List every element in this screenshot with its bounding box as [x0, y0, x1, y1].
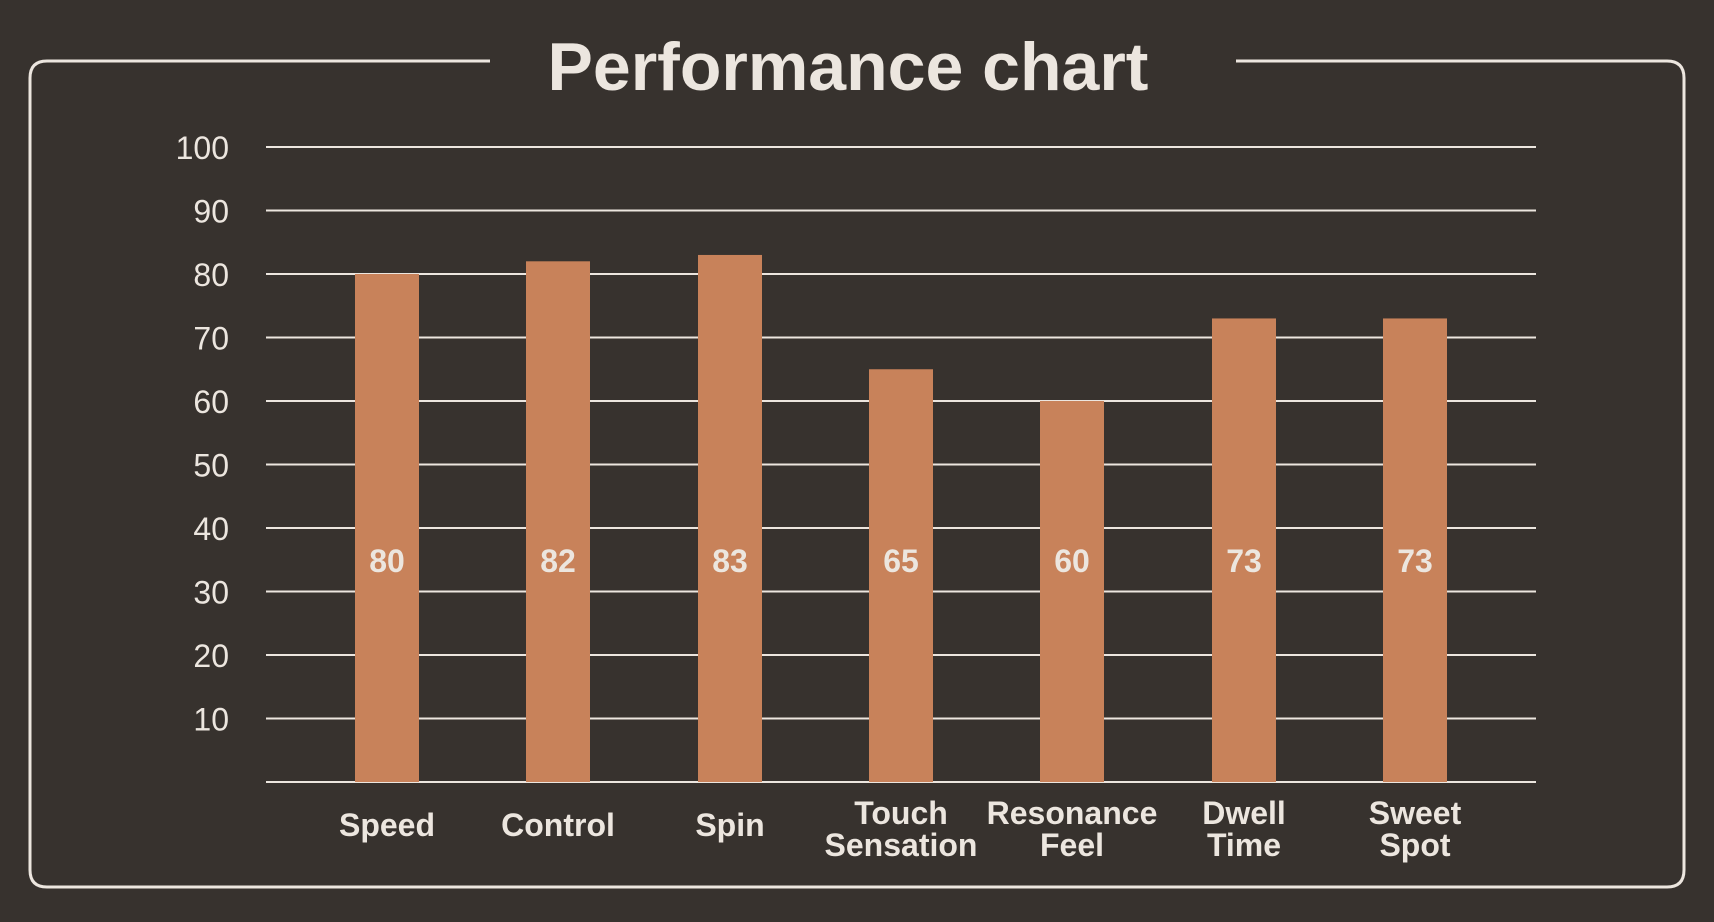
chart-frame: [28, 59, 1686, 889]
bar-value-label: 60: [1054, 543, 1090, 579]
bar-value-label: 65: [883, 543, 919, 579]
x-category-label: Sweet: [1369, 795, 1462, 831]
bar: [1212, 318, 1276, 782]
bar-value-label: 73: [1397, 543, 1433, 579]
x-category-label: Resonance: [987, 795, 1158, 831]
bar-value-label: 82: [540, 543, 576, 579]
bars: [355, 254, 1447, 782]
x-category-label: Sensation: [825, 827, 978, 863]
x-category-label: Touch: [854, 795, 948, 831]
bar: [869, 369, 933, 782]
bar-value-label: 73: [1226, 543, 1262, 579]
y-tick-label: 10: [193, 702, 229, 738]
y-tick-label: 70: [193, 321, 229, 357]
x-category-label: Time: [1207, 827, 1281, 863]
y-tick-label: 50: [193, 448, 229, 484]
chart-title: Performance chart: [548, 29, 1149, 105]
x-category-label: Control: [501, 807, 615, 843]
x-category-label: Spot: [1379, 827, 1450, 863]
bar: [698, 254, 762, 782]
bar-value-label: 80: [369, 543, 405, 579]
bar: [1040, 401, 1104, 782]
bar: [1383, 318, 1447, 782]
bar-value-label: 83: [712, 543, 748, 579]
y-tick-label: 80: [193, 257, 229, 293]
x-category-label: Dwell: [1202, 795, 1286, 831]
x-category-label: Speed: [339, 807, 435, 843]
y-tick-label: 60: [193, 384, 229, 420]
x-axis-categories: Speed Control Spin TouchSensationResonanceF…: [339, 795, 1462, 863]
x-category-label: Spin: [695, 807, 764, 843]
x-category-label: Feel: [1040, 827, 1104, 863]
y-axis-ticks: 10 20 30 40 50 60 70 80 90 100: [176, 130, 229, 738]
y-tick-label: 90: [193, 194, 229, 230]
y-tick-label: 20: [193, 638, 229, 674]
y-tick-label: 100: [176, 130, 229, 166]
y-tick-label: 30: [193, 575, 229, 611]
y-tick-label: 40: [193, 511, 229, 547]
bar: [526, 261, 590, 782]
value-labels: 80 82 83 65 60 73 73: [369, 543, 1433, 579]
bar: [355, 274, 419, 782]
